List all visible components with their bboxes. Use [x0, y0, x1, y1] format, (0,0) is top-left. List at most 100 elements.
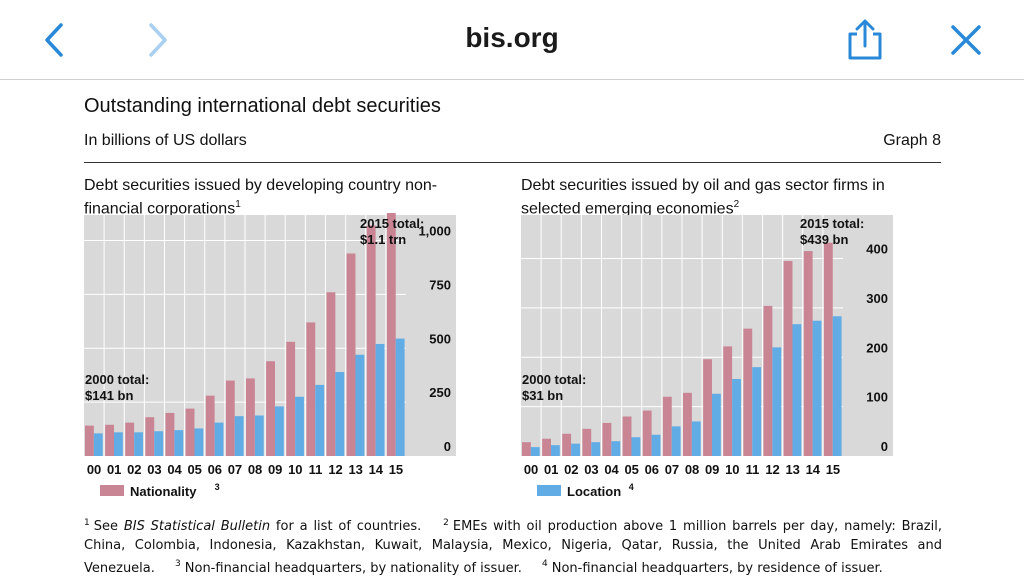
bar-nationality [642, 410, 652, 456]
bar-nationality [326, 292, 336, 456]
bar-location [375, 343, 385, 456]
bar-location [651, 434, 661, 456]
bar-nationality [783, 260, 793, 456]
share-icon [848, 19, 882, 60]
panel-right-title-sup: 2 [733, 199, 740, 210]
footnote-2: 2 EMEs with oil production above 1 millio… [84, 518, 942, 576]
x-tick-label: 07 [228, 462, 242, 477]
footnote-2-mark: 2 [443, 518, 449, 528]
bar-nationality [386, 213, 396, 456]
panel-left-title: Debt securities issued by developing cou… [84, 176, 437, 218]
x-tick-label: 08 [685, 462, 699, 477]
y-tick-label: 500 [429, 331, 451, 346]
x-tick-label: 03 [584, 462, 598, 477]
x-tick-label: 09 [705, 462, 719, 477]
panel-left-title-sup: 1 [235, 199, 241, 210]
header-divider [84, 162, 941, 163]
start-total-value: $31 bn [522, 388, 563, 403]
bar-nationality [683, 392, 692, 456]
chevron-right-icon [149, 23, 167, 57]
x-tick-label: 11 [746, 462, 760, 477]
bar-location [174, 430, 184, 456]
x-tick-label: 02 [564, 462, 578, 477]
bar-location [611, 441, 621, 456]
end-total-label: 2015 total: [800, 216, 864, 231]
x-tick-label: 01 [544, 462, 558, 477]
x-tick-label: 15 [826, 462, 840, 477]
bar-nationality [266, 361, 275, 456]
x-tick-label: 13 [348, 462, 362, 477]
bar-location [772, 347, 782, 456]
footnote-4-mark: 4 [542, 559, 548, 570]
bar-location [691, 421, 701, 456]
bar-nationality [662, 396, 672, 456]
y-tick-label: 1,000 [418, 224, 451, 239]
graph-number: Graph 8 [883, 132, 941, 149]
bar-location [732, 378, 741, 456]
bar-nationality [602, 422, 612, 456]
bar-nationality [743, 328, 753, 456]
footnote-1-italic: BIS Statistical Bulletin [123, 519, 271, 535]
bar-location [530, 447, 540, 456]
bar-location [93, 433, 103, 456]
page-domain: bis.org [465, 22, 559, 53]
bar-nationality [85, 425, 94, 456]
end-total-value: $439 bn [800, 232, 848, 247]
bar-location [113, 432, 123, 456]
panel-right-title-line2: selected emerging economies [521, 200, 734, 218]
figure-title: Outstanding international debt securitie… [84, 95, 441, 117]
footnotes: 1 See BIS Statistical Bulletin for a list… [84, 514, 942, 578]
x-tick-label: 06 [208, 462, 222, 477]
x-tick-label: 15 [389, 462, 403, 477]
x-tick-label: 04 [167, 462, 182, 477]
footnote-3-mark: 3 [175, 559, 181, 570]
x-tick-label: 03 [147, 462, 161, 477]
bar-nationality [286, 341, 296, 456]
start-total-label: 2000 total: [85, 372, 149, 387]
chevron-left-icon [45, 23, 63, 57]
bar-location [591, 442, 601, 456]
bar-location [274, 406, 284, 456]
bar-location [571, 443, 580, 456]
bar-location [752, 367, 762, 456]
share-button[interactable] [843, 18, 887, 62]
bar-location [335, 371, 345, 456]
close-button[interactable] [944, 18, 988, 62]
legend-label: Nationality [130, 484, 197, 499]
figure-units: In billions of US dollars [84, 132, 247, 149]
bar-location [792, 324, 802, 456]
bar-location [254, 415, 264, 456]
footnote-1-mark: 1 [84, 518, 90, 528]
legend-sup: 3 [215, 482, 220, 492]
footnote-4-text: Non-financial headquarters, by residence… [551, 560, 883, 576]
panel-right-title-line1: Debt securities issued by oil and gas se… [521, 177, 885, 194]
bar-nationality [246, 378, 255, 456]
end-total-value: $1.1 trn [360, 232, 406, 247]
forward-button[interactable] [136, 18, 180, 62]
bar-nationality [185, 408, 195, 456]
panel-right-title: Debt securities issued by oil and gas se… [521, 176, 885, 218]
x-tick-label: 14 [369, 462, 384, 477]
bar-nationality [205, 395, 215, 456]
end-total-label: 2015 total: [360, 216, 424, 231]
legend-swatch [100, 485, 124, 496]
x-tick-label: 00 [87, 462, 101, 477]
chart-right: 0 100 200 300 400 00 01 02 03 04 05 06 07 08 09 10 11 12 1… [521, 215, 893, 499]
bar-location [832, 316, 842, 456]
bar-location [315, 384, 325, 456]
bar-nationality [125, 422, 135, 456]
back-button[interactable] [32, 18, 76, 62]
bar-nationality [366, 225, 376, 456]
bar-nationality [803, 251, 813, 456]
y-tick-label: 100 [866, 390, 888, 405]
panel-left-title-line1: Debt securities issued by developing cou… [84, 177, 438, 194]
bar-location [631, 437, 641, 456]
x-tick-label: 05 [624, 462, 638, 477]
bar-location [234, 416, 244, 456]
y-tick-label: 750 [429, 277, 451, 292]
y-tick-label: 400 [866, 242, 888, 257]
x-tick-label: 01 [107, 462, 121, 477]
bar-nationality [703, 359, 712, 456]
start-total-label: 2000 total: [522, 372, 586, 387]
bar-nationality [562, 433, 572, 456]
